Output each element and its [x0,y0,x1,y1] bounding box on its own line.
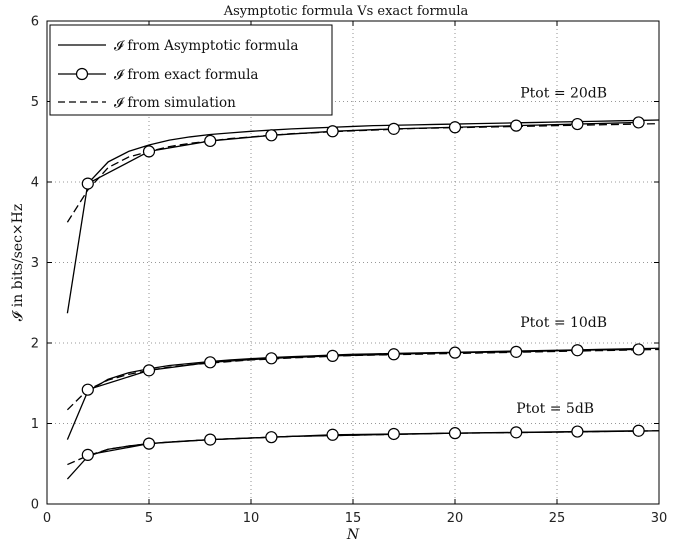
series-line-simulation-10db [66,348,660,411]
data-point-exact-20db [326,125,339,138]
y-tick-label: 3 [31,256,39,271]
data-point-exact-10db [510,345,523,358]
series-line-asymptotic-5db [66,430,660,480]
series-line-exact-10db [87,348,639,391]
legend-marker-exact [75,67,89,81]
series-line-exact-20db [87,121,639,185]
x-tick-label: 20 [447,511,464,526]
x-tick-label: 30 [651,511,668,526]
chart-title: Asymptotic formula Vs exact formula [223,4,469,19]
data-point-exact-5db [265,431,278,444]
tick-labels: 0 5 10 15 20 25 30 0 1 2 3 4 5 6 [31,15,668,527]
data-point-exact-10db [265,352,278,365]
data-point-exact-10db [204,356,217,369]
x-tick-label: 10 [243,511,260,526]
data-point-exact-20db [142,145,156,158]
x-tick-label: 0 [43,511,51,526]
series-line-exact-5db [87,430,639,456]
annotation-ptot-5db: Ptot = 5dB [516,401,594,417]
tick-marks [46,20,660,505]
data-point-exact-5db [387,427,400,441]
legend-entry-simulation: 𝓘 from simulation [114,95,236,111]
legend-entry-asymptotic: 𝓘 from Asymptotic formula [114,38,298,54]
data-point-exact-20db [81,177,94,190]
data-point-exact-10db [571,344,584,357]
series-layer [66,119,660,480]
series-line-asymptotic-20db [66,119,660,314]
annotations: Ptot = 20dB Ptot = 10dB Ptot = 5dB [516,85,607,417]
data-point-exact-10db [142,364,156,377]
y-tick-label: 2 [31,337,39,352]
x-tick-label: 5 [145,511,153,526]
y-tick-label: 0 [31,498,39,513]
data-point-exact-20db [387,122,400,135]
data-point-exact-5db [632,424,645,437]
legend: 𝓘 from Asymptotic formula 𝓘 from exact f… [49,24,333,116]
data-point-exact-20db [571,117,584,131]
series-line-simulation-5db [67,430,660,466]
data-point-exact-5db [81,448,94,461]
data-point-exact-5db [510,426,523,439]
data-point-exact-5db [448,427,462,440]
data-point-exact-5db [142,437,156,450]
annotation-ptot-20db: Ptot = 20dB [520,85,607,101]
y-tick-label: 5 [31,95,39,110]
y-tick-label: 4 [31,176,39,191]
x-tick-label: 15 [345,511,362,526]
data-point-exact-20db [632,116,645,129]
annotation-ptot-10db: Ptot = 10dB [520,315,607,331]
data-point-exact-20db [510,119,523,132]
data-point-exact-5db [571,425,584,438]
marker-layer [81,116,645,461]
data-point-exact-20db [204,134,217,148]
data-point-exact-5db [204,433,217,446]
data-point-exact-10db [448,346,462,359]
legend-entry-exact: 𝓘 from exact formula [114,67,258,83]
y-tick-label: 1 [31,417,39,432]
data-point-exact-10db [326,349,339,362]
data-point-exact-10db [632,343,645,356]
x-axis-label: N [346,527,360,543]
series-line-asymptotic-10db [66,347,660,440]
y-tick-label: 6 [31,15,39,30]
y-axis-label: 𝓘 in bits/sec×Hz [10,204,26,321]
x-tick-label: 25 [549,511,566,526]
legend-box [49,24,333,116]
data-point-exact-5db [326,428,339,441]
series-line-simulation-20db [66,122,660,223]
data-point-exact-10db [81,383,94,396]
data-point-exact-20db [448,121,462,134]
data-point-exact-10db [387,348,400,361]
data-point-exact-20db [265,129,278,142]
